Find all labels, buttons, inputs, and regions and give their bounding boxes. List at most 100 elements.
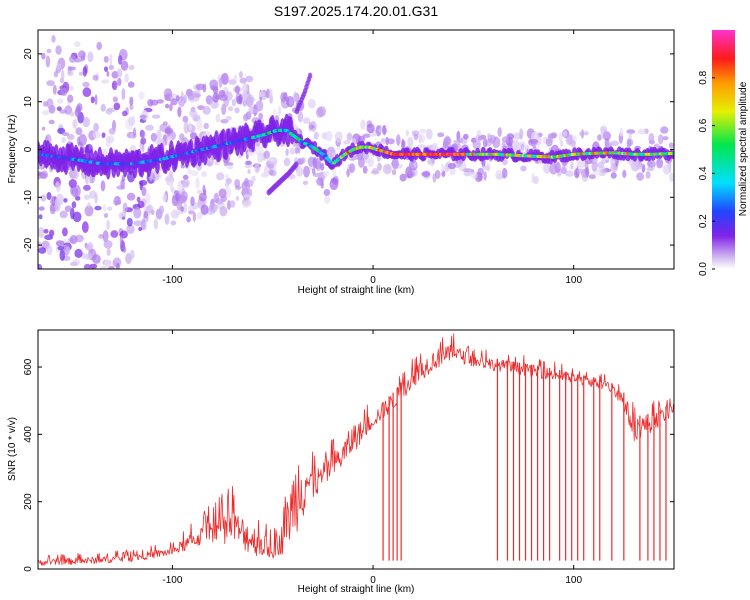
spectrogram-noise-blob [331,177,338,184]
spectrogram-noise-blob [40,194,47,202]
spectrogram-noise-blob [246,94,254,105]
spectrogram-noise-blob [69,235,78,245]
spectrogram-noise-blob [117,275,122,285]
spectrogram-noise-blob [382,124,387,136]
spectrogram-noise-blob [600,127,604,139]
spectrogram-noise-blob [50,206,56,215]
x-tick-label: 0 [370,575,376,586]
x-tick-label: -100 [162,275,182,286]
spectrogram-noise-blob [495,169,503,181]
spectrogram-noise-blob [140,137,147,145]
spectrogram-noise-blob [233,74,238,81]
spectrogram-noise-blob [183,121,189,134]
spectrogram-noise-blob [67,70,74,77]
spectrogram-noise-blob [133,220,143,227]
spectrogram-noise-blob [200,204,209,215]
spectrogram-noise-blob [189,109,198,118]
spectrogram-noise-blob [72,169,79,180]
spectrogram-noise-blob [174,190,179,196]
spectrogram-noise-blob [420,134,425,143]
spectrogram-noise-blob [98,234,105,239]
spectrogram-noise-blob [227,106,234,112]
spectrogram-noise-blob [153,218,159,230]
spectrogram-noise-blob [126,217,133,227]
spectrogram-noise-blob [604,137,610,149]
spectrogram-noise-blob [74,41,81,47]
spectrogram-noise-blob [239,77,247,84]
spectrogram-noise-blob [657,134,664,145]
spectrogram-noise-blob [662,136,669,141]
spectrogram-noise-blob [46,192,52,200]
spectrogram-x-axis: -100 0 100 [162,30,582,286]
spectrogram-noise-blob [443,136,452,145]
spectrogram-noise-blob [129,104,134,110]
spectrogram-noise-blob [482,137,488,148]
snr-dropout-lines [382,358,667,561]
spectrogram-noise-blob [243,194,251,198]
spectrogram-noise-blob [425,128,433,140]
spectrogram-noise-blob [248,106,255,115]
spectrogram-noise-blob [244,177,249,187]
spectrogram-noise-blob [512,140,520,149]
spectrogram-noise-blob [78,141,83,147]
spectrogram-noise-blob [55,181,60,190]
colorbar-tick-label: 0.8 [698,70,709,84]
spectrogram-noise-blob [218,77,223,88]
colorbar-tick-label: 0.6 [698,118,709,132]
spectrogram-noise-blob [463,133,469,140]
spectrogram-heatmap [38,35,674,285]
spectrogram-noise-blob [106,219,110,230]
spectrogram-noise-blob [369,132,378,137]
spectrogram-noise-blob [101,132,106,138]
spectrogram-noise-blob [74,185,81,197]
spectrogram-noise-blob [125,253,132,265]
spectrogram-noise-blob [311,167,316,175]
spectrogram-noise-blob [55,240,65,247]
spectrogram-noise-blob [89,190,97,199]
spectrogram-noise-blob [308,121,312,132]
spectrogram-noise-blob [102,230,109,243]
spectrogram-noise-blob [303,117,311,124]
spectrogram-noise-blob [220,119,229,124]
spectrogram-noise-blob [164,213,170,225]
spectrogram-noise-blob [67,133,75,140]
spectrogram-noise-blob [268,164,274,170]
spectrogram-noise-blob [547,133,557,139]
spectrogram-noise-blob [417,144,426,149]
spectrogram-noise-blob [236,95,243,105]
spectrogram-noise-blob [192,212,197,222]
spectrogram-noise-blob [228,79,237,85]
spectrogram-noise-blob [158,205,165,215]
spectrogram-noise-blob [212,92,220,103]
spectrogram-noise-blob [61,69,65,80]
y-tick-label: 600 [23,358,34,375]
spectrogram-noise-blob [188,210,195,215]
spectrogram-noise-blob [231,98,236,107]
spectrogram-noise-blob [308,98,316,109]
spectrogram-noise-blob [124,73,129,83]
spectrogram-noise-blob [89,272,93,278]
snr-x-axis: -100 0 100 [162,330,582,586]
spectrogram-noise-blob [391,157,399,170]
spectrogram-noise-blob [346,168,350,178]
spectrogram-noise-blob [53,202,61,212]
spectrogram-noise-blob [628,139,633,147]
spectrogram-noise-blob [94,94,98,105]
spectrogram-noise-blob [324,130,333,142]
spectrogram-noise-blob [558,132,563,142]
spectrogram-noise-blob [260,172,269,178]
spectrogram-noise-blob [38,263,43,269]
spectrogram-noise-blob [334,131,343,143]
spectrogram-noise-blob [362,166,368,174]
spectrogram-noise-blob [93,122,99,133]
spectrogram-noise-blob [107,206,113,211]
spectrogram-noise-blob [103,56,109,63]
spectrogram-noise-blob [626,129,636,135]
spectrogram-noise-blob [61,132,70,137]
spectrogram-noise-blob [440,163,445,173]
spectrogram-noise-blob [82,87,92,98]
spectrogram-noise-blob [120,60,129,71]
spectrogram-noise-blob [40,170,49,179]
spectrogram-noise-blob [192,93,201,98]
spectrogram-noise-blob [116,185,126,190]
